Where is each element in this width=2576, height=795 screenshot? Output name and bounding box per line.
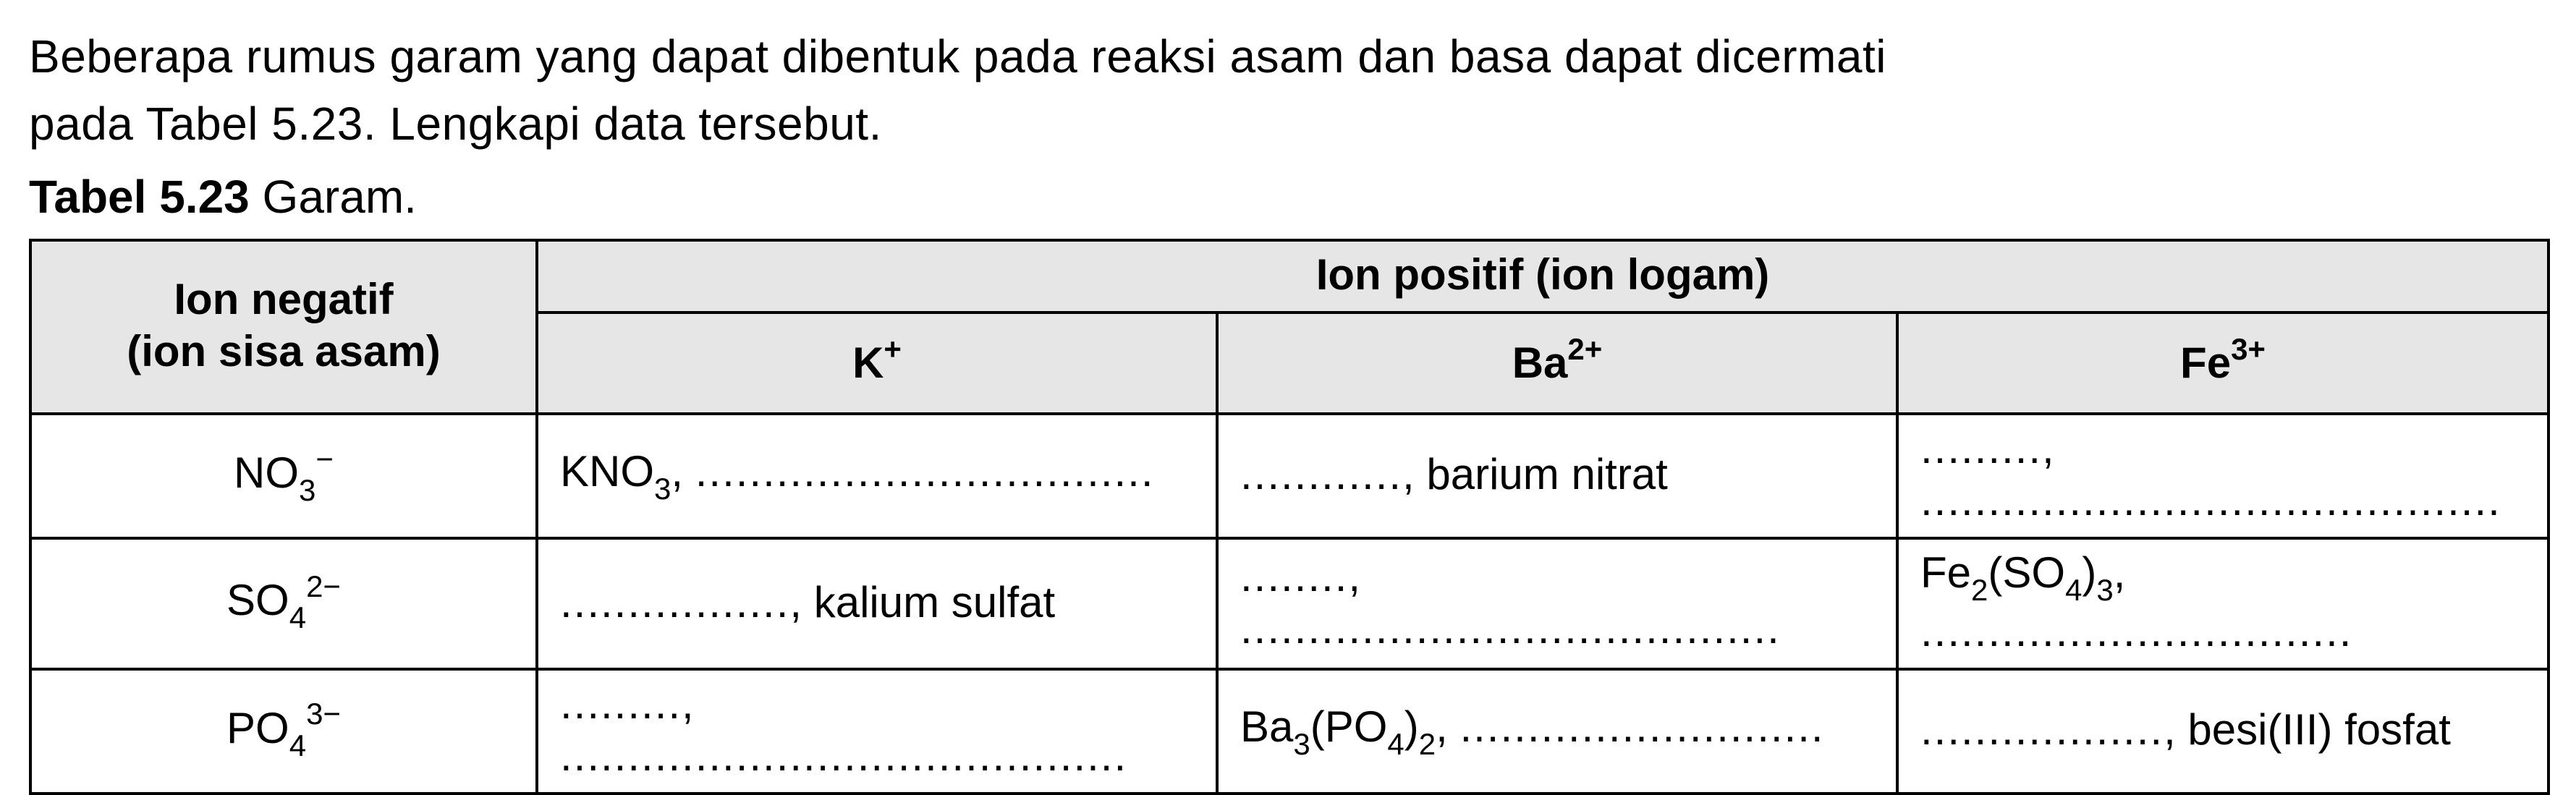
cell-neg-po4: PO43− [30,669,537,794]
po4-base: PO [226,704,289,752]
po4-sub: 4 [289,728,306,762]
intro-text: Beberapa rumus garam yang dapat dibentuk… [29,23,2547,158]
table-row: SO42− ................., kalium sulfat .… [30,538,2549,668]
intro-line-1: Beberapa rumus garam yang dapat dibentuk… [29,30,1886,82]
page-root: Beberapa rumus garam yang dapat dibentuk… [0,0,2576,760]
cell-k-so4: ................., kalium sulfat [537,538,1217,668]
feno3-dots1: ......... [1920,424,2042,472]
bapo4-po-sub: 4 [1387,727,1404,761]
baso4-mid: , [1348,552,1360,600]
bano3-dots: ............ [1240,450,1402,498]
bapo4-po: (PO [1310,702,1388,751]
feso4-close: ) [2082,548,2096,597]
fepo4-dots: .................. [1920,705,2164,754]
kso4-dots: ................. [560,578,789,626]
cell-neg-no3: NO3− [30,414,537,538]
table-row: PO43− ........., .......................… [30,669,2549,794]
header-ba-charge: 2+ [1567,332,1602,366]
kno3-pre: KNO [560,447,654,496]
bapo4-dots: ........................... [1459,702,1824,751]
header-ion-positif-group: Ion positif (ion logam) [537,240,2549,313]
baso4-dots1: ........ [1240,552,1348,600]
no3-sub: 3 [299,473,315,507]
kno3-dots: .................................. [695,447,1155,496]
feso4-so-sub: 4 [2065,573,2082,607]
header-k: K+ [537,313,1217,414]
header-fe-base: Fe [2180,339,2231,387]
kpo4-dots2: ........................................… [560,731,1127,780]
baso4-dots2: ........................................ [1240,604,1781,652]
header-ba-base: Ba [1512,339,1568,387]
feso4-dots: ................................ [1920,607,2352,655]
cell-k-po4: ........., .............................… [537,669,1217,794]
caption-rest: Garam. [250,171,417,223]
po4-sup: 3− [306,697,341,731]
feso4-so: (SO [1988,548,2065,597]
feno3-dots2: ........................................… [1920,476,2501,524]
bapo4-ba: Ba [1240,702,1293,751]
cell-k-no3: KNO3, .................................. [537,414,1217,538]
kpo4-dots1: ......... [560,679,682,728]
caption-number: Tabel 5.23 [29,171,250,223]
cell-neg-so4: SO42− [30,538,537,668]
cell-ba-po4: Ba3(PO4)2, ........................... [1217,669,1897,794]
no3-sup: − [315,442,334,476]
cell-fe-po4: .................., besi(III) fosfat [1897,669,2549,794]
cell-fe-no3: ........., .............................… [1897,414,2549,538]
salt-table: Ion negatif (ion sisa asam) Ion positif … [29,239,2550,794]
feso4-fe: Fe [1920,548,1971,597]
bano3-after: , barium nitrat [1402,450,1668,498]
bapo4-after: , [1436,702,1459,751]
cell-ba-no3: ............, barium nitrat [1217,414,1897,538]
cell-ba-so4: ........, ..............................… [1217,538,1897,668]
table-head: Ion negatif (ion sisa asam) Ion positif … [30,240,2549,414]
kno3-sub: 3 [654,472,671,506]
table-caption: Tabel 5.23 Garam. [29,163,2547,231]
so4-sub: 4 [289,600,306,634]
intro-line-2: pada Tabel 5.23. Lengkapi data tersebut. [29,98,882,150]
header-ba: Ba2+ [1217,313,1897,414]
feno3-mid: , [2042,424,2054,472]
so4-base: SO [226,576,289,624]
header-neg-line1: Ion negatif [174,275,393,323]
kno3-after: , [671,447,695,496]
bapo4-close: ) [1404,702,1419,751]
header-fe: Fe3+ [1897,313,2549,414]
bapo4-ba-sub: 3 [1293,727,1310,761]
header-ion-negatif: Ion negatif (ion sisa asam) [30,240,537,414]
cell-fe-so4: Fe2(SO4)3, .............................… [1897,538,2549,668]
kpo4-mid: , [682,679,694,728]
kso4-after: , kalium sulfat [789,578,1055,626]
bapo4-close-sub: 2 [1419,727,1436,761]
header-fe-charge: 3+ [2231,332,2266,366]
fepo4-after: , besi(III) fosfat [2164,705,2451,754]
no3-base: NO [234,448,299,497]
table-body: NO3− KNO3, .............................… [30,414,2549,793]
table-row: NO3− KNO3, .............................… [30,414,2549,538]
feso4-fe-sub: 2 [1971,573,1988,607]
header-row-1: Ion negatif (ion sisa asam) Ion positif … [30,240,2549,313]
feso4-after: , [2114,548,2126,597]
header-k-base: K [852,339,884,387]
header-k-charge: + [884,332,902,366]
header-neg-line2: (ion sisa asam) [127,327,441,375]
feso4-close-sub: 3 [2096,573,2113,607]
so4-sup: 2− [306,569,341,603]
